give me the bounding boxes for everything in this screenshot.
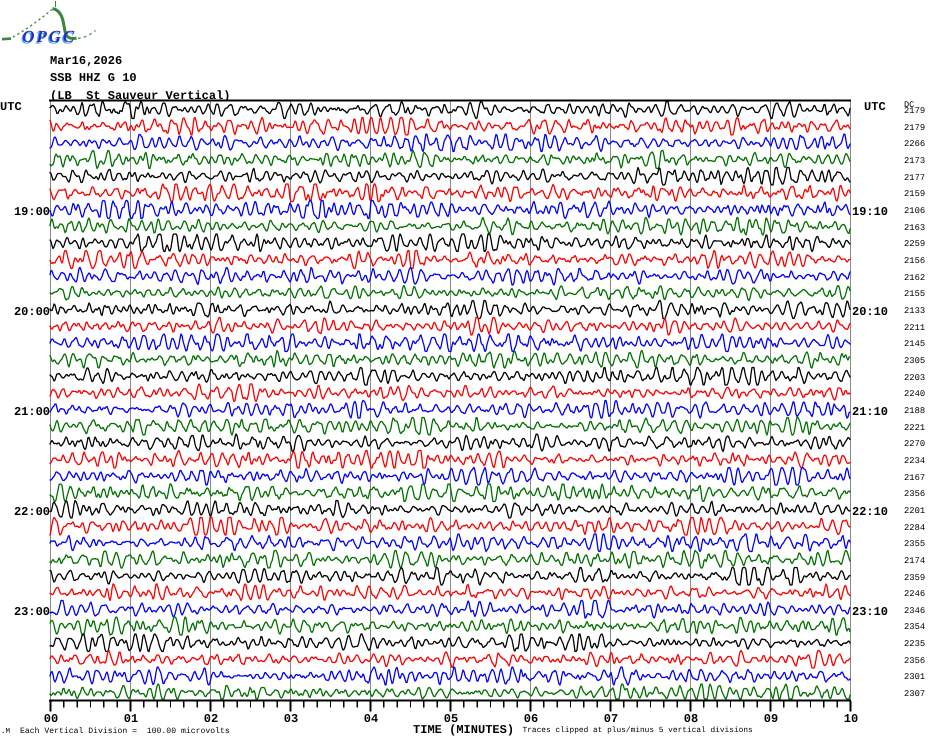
svg-text:OPGC: OPGC	[21, 29, 75, 48]
svg-text:OPGC: OPGC	[22, 27, 76, 46]
